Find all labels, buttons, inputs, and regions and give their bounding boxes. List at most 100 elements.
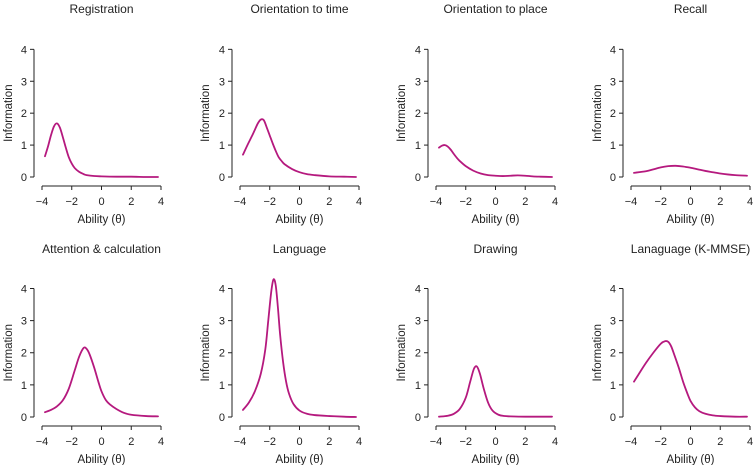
panel-4-y-tick-label: 3: [610, 76, 616, 88]
panel-6-y-label: Information: [200, 324, 212, 382]
panel-8-y-tick-label: 2: [610, 348, 616, 360]
panel-6-y-tick-label: 3: [219, 316, 225, 328]
panel-3: Orientation to place 0 1 2 3 4 −4 −2 0 2 4 Ability …: [396, 2, 558, 226]
panel-3-x-tick-label: 2: [522, 196, 528, 208]
panel-5-y-label: Information: [3, 324, 15, 382]
panel-2-x-tick-label: −2: [263, 196, 276, 208]
panel-5-x-tick-label: 0: [98, 436, 104, 448]
panel-8-y-tick-label: 3: [610, 316, 616, 328]
panel-7-title: Drawing: [473, 242, 517, 256]
panel-4-x-tick-label: −2: [654, 196, 667, 208]
panel-3-y-label: Information: [396, 84, 408, 142]
panel-8-y-tick-label: 0: [610, 412, 616, 424]
panel-6-title: Language: [273, 242, 327, 256]
panel-4-x-tick-label: 2: [717, 196, 723, 208]
panel-8-x-tick-label: −4: [625, 436, 638, 448]
panel-1: Registration 0 1 2 3 4 −4 −2 0 2 4 Ability (θ) Infor…: [3, 2, 164, 226]
panel-8: Lanaguage (K-MMSE) 0 1 2 3 4 −4 −2 0 2 4 Ability (θ…: [592, 242, 753, 465]
panel-4-y-label: Information: [592, 84, 604, 142]
panel-2-information-curve: [242, 118, 357, 178]
panel-3-y-tick-label: 0: [415, 172, 421, 184]
panel-7-x-tick-label: −2: [459, 436, 472, 448]
panel-4-y-tick-label: 0: [610, 172, 616, 184]
panel-7-y-tick-label: 0: [415, 412, 421, 424]
panel-4-y-tick-label: 2: [610, 108, 616, 120]
panel-7-y-label: Information: [396, 324, 408, 382]
panel-4-x-tick-label: −4: [625, 196, 638, 208]
panel-2-y-tick-label: 2: [219, 108, 225, 120]
panel-6-x-tick-label: −4: [234, 436, 247, 448]
panel-6-x-tick-label: 4: [356, 436, 362, 448]
panel-4-x-tick-label: 0: [687, 196, 693, 208]
panel-3-y-tick-label: 4: [415, 44, 421, 56]
panel-5-y-tick-label: 3: [21, 316, 27, 328]
panel-6-x-tick-label: −2: [263, 436, 276, 448]
panel-4-y-tick-label: 4: [610, 44, 616, 56]
panel-8-x-tick-label: 0: [687, 436, 693, 448]
panel-3-y-tick-label: 3: [415, 76, 421, 88]
panel-7: Drawing 0 1 2 3 4 −4 −2 0 2 4 Ability (θ) Informatio…: [396, 242, 558, 465]
panel-6-information-curve: [242, 278, 357, 418]
panel-3-x-tick-label: −4: [430, 196, 443, 208]
panel-1-x-tick-label: 0: [98, 196, 104, 208]
panel-7-y-tick-label: 4: [415, 283, 421, 295]
panel-1-y-tick-label: 0: [21, 172, 27, 184]
panel-5-y-tick-label: 0: [21, 412, 27, 424]
panel-3-x-tick-label: 0: [492, 196, 498, 208]
panel-1-x-label: Ability (θ): [78, 214, 126, 226]
panel-1-y-tick-label: 2: [21, 108, 27, 120]
panel-5-x-tick-label: 4: [158, 436, 164, 448]
panel-5-x-label: Ability (θ): [78, 454, 126, 465]
panel-6-x-label: Ability (θ): [276, 454, 324, 465]
panel-3-x-label: Ability (θ): [472, 214, 520, 226]
panel-1-y-label: Information: [3, 84, 15, 142]
panel-7-x-tick-label: −4: [430, 436, 443, 448]
panel-8-y-tick-label: 1: [610, 380, 616, 392]
panel-1-title: Registration: [69, 2, 133, 16]
panel-5-y-tick-label: 1: [21, 380, 27, 392]
panel-2-y-tick-label: 3: [219, 76, 225, 88]
panel-3-title: Orientation to place: [443, 2, 547, 16]
panel-1-x-tick-label: 4: [158, 196, 164, 208]
panel-5-title: Attention & calculation: [42, 242, 161, 256]
panel-7-x-tick-label: 4: [552, 436, 558, 448]
panel-6-x-tick-label: 0: [296, 436, 302, 448]
panel-6-x-tick-label: 2: [326, 436, 332, 448]
panel-8-y-tick-label: 4: [610, 283, 616, 295]
panel-2-x-label: Ability (θ): [276, 214, 324, 226]
panel-4-title: Recall: [674, 2, 707, 16]
panel-2-x-tick-label: 2: [326, 196, 332, 208]
panel-5-information-curve: [44, 346, 159, 418]
panel-2-x-tick-label: −4: [234, 196, 247, 208]
panel-6-y-tick-label: 1: [219, 380, 225, 392]
panel-2-title: Orientation to time: [250, 2, 348, 16]
panel-4-information-curve: [633, 164, 748, 177]
panel-6-y-tick-label: 4: [219, 283, 225, 295]
panel-1-y-tick-label: 4: [21, 44, 27, 56]
panel-1-x-tick-label: −2: [65, 196, 78, 208]
panel-1-information-curve: [44, 122, 159, 178]
panel-3-y-tick-label: 2: [415, 108, 421, 120]
panel-7-y-tick-label: 1: [415, 380, 421, 392]
panel-2-y-tick-label: 1: [219, 140, 225, 152]
panel-8-x-tick-label: 4: [747, 436, 753, 448]
panel-1-y-tick-label: 3: [21, 76, 27, 88]
panel-7-information-curve: [438, 365, 553, 418]
panel-7-x-tick-label: 2: [522, 436, 528, 448]
panel-2-y-label: Information: [200, 84, 212, 142]
panel-1-x-tick-label: −4: [36, 196, 49, 208]
panel-5: Attention & calculation 0 1 2 3 4 −4 −2 0 2 4 Abili…: [3, 242, 164, 465]
panel-7-y-tick-label: 3: [415, 316, 421, 328]
panel-3-x-tick-label: 4: [552, 196, 558, 208]
panel-4: Recall 0 1 2 3 4 −4 −2 0 2 4 Ability (θ) Information: [592, 2, 753, 226]
panel-2-y-tick-label: 4: [219, 44, 225, 56]
panel-1-x-tick-label: 2: [128, 196, 134, 208]
panel-6: Language 0 1 2 3 4 −4 −2 0 2 4 Ability (θ) Informati…: [200, 242, 362, 465]
panel-8-x-tick-label: −2: [654, 436, 667, 448]
panel-7-x-tick-label: 0: [492, 436, 498, 448]
panel-6-y-tick-label: 2: [219, 348, 225, 360]
panel-8-title: Lanaguage (K-MMSE): [631, 242, 750, 256]
panel-6-y-tick-label: 0: [219, 412, 225, 424]
panel-8-x-label: Ability (θ): [667, 454, 715, 465]
